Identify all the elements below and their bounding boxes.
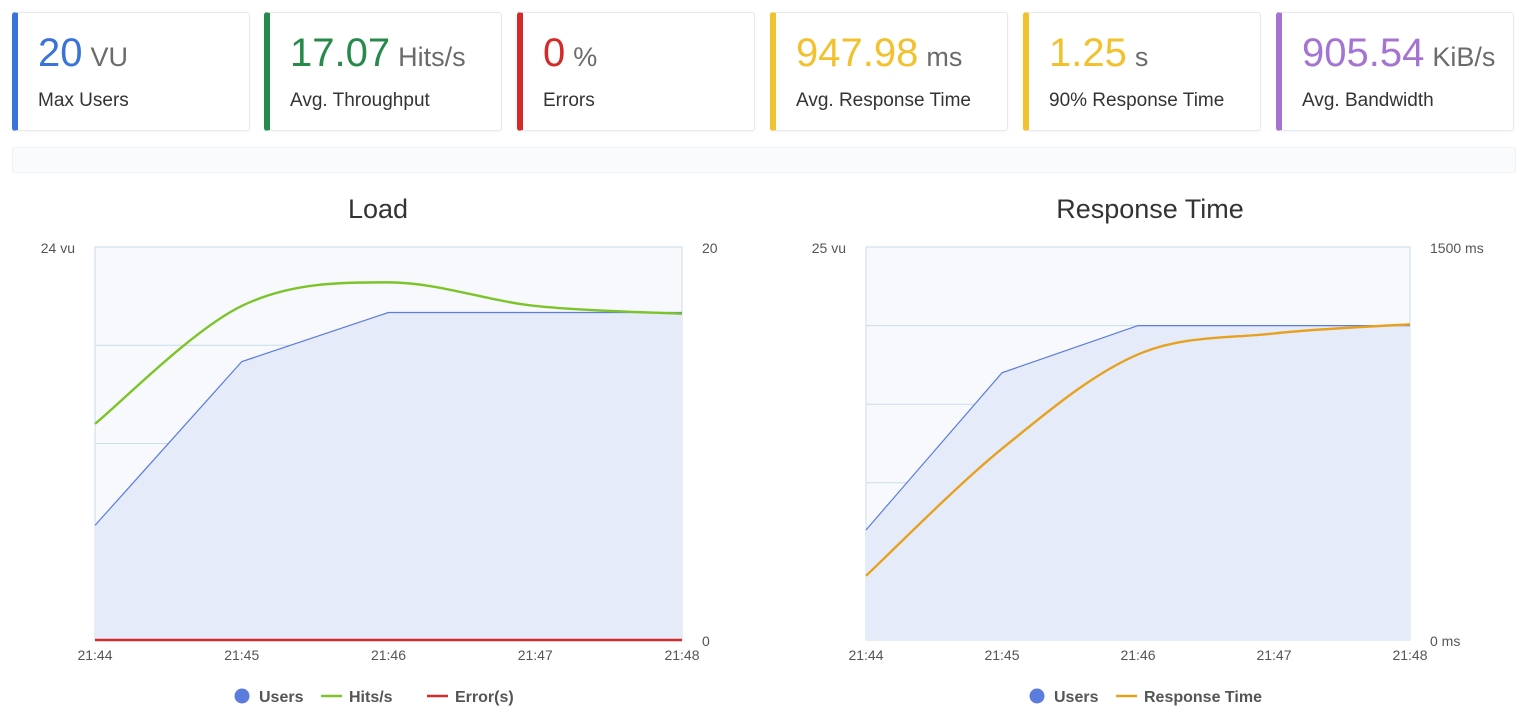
card-value: 17.07 [290, 31, 391, 75]
x-tick-label: 21:44 [77, 647, 112, 663]
card-value: 0 [543, 31, 566, 75]
card-value-row: 0% [543, 31, 597, 75]
series-line-hits-s [94, 281, 683, 425]
card-value: 905.54 [1302, 31, 1425, 75]
y-right-bottom-label: 0 [702, 633, 710, 649]
card-value: 947.98 [796, 31, 919, 75]
card-unit: s [1134, 42, 1149, 72]
load-chart: Load 24 vu 20 0 21:44 21:45 21:46 21:47 21:48 Use… [0, 182, 765, 726]
x-tick-label: 21:46 [1120, 647, 1155, 663]
card-value-row: 17.07 Hits/s [290, 31, 466, 75]
load-chart-svg: Load 24 vu 20 0 21:44 21:45 21:46 21:47 21:48 Use… [41, 194, 718, 706]
legend-label: Users [1054, 689, 1099, 706]
info-strip [12, 147, 1516, 173]
x-tick-label: 21:46 [371, 647, 406, 663]
card-value: 1.25 [1049, 31, 1127, 75]
card-avg-throughput: 17.07 Hits/s Avg. Throughput [264, 12, 502, 131]
y-left-top-label: 24 vu [41, 240, 75, 256]
card-unit: % [573, 42, 598, 72]
y-right-top-label: 1500 ms [1430, 240, 1484, 256]
legend-label: Users [259, 689, 304, 706]
summary-cards: 20 VU Max Users 17.07 Hits/s Avg. Throughp… [12, 12, 1516, 133]
card-unit: Hits/s [398, 42, 466, 72]
card-value-row: 905.54 KiB/s [1302, 31, 1495, 75]
card-label: Avg. Response Time [796, 90, 971, 111]
card-label: Errors [543, 90, 595, 111]
chart-title: Response Time [1056, 194, 1244, 224]
card-label: Avg. Throughput [290, 90, 430, 111]
series-line-users [94, 311, 682, 526]
series-area-users [866, 325, 1410, 640]
card-value-row: 1.25 s [1049, 31, 1148, 75]
response-time-chart-svg: Response Time 25 vu 1500 ms 0 ms 21:44 21:45 2… [812, 194, 1484, 706]
response-time-chart: Response Time 25 vu 1500 ms 0 ms 21:44 21:45 2… [765, 182, 1530, 726]
legend-label: Hits/s [349, 689, 393, 706]
x-tick-label: 21:47 [518, 647, 553, 663]
card-label: Avg. Bandwidth [1302, 90, 1434, 111]
series-area-users [95, 312, 682, 640]
x-tick-label: 21:45 [224, 647, 259, 663]
legend-marker [1029, 688, 1045, 704]
series-line-users [865, 325, 1410, 531]
legend-marker [234, 688, 250, 704]
x-tick-label: 21:45 [984, 647, 1019, 663]
card-max-users: 20 VU Max Users [12, 12, 250, 131]
x-tick-label: 21:47 [1256, 647, 1291, 663]
card-avg-bandwidth: 905.54 KiB/s Avg. Bandwidth [1276, 12, 1514, 131]
y-right-top-label: 20 [702, 240, 718, 256]
card-90-response-time: 1.25 s 90% Response Time [1023, 12, 1261, 131]
card-label: 90% Response Time [1049, 90, 1225, 111]
legend-label: Response Time [1144, 689, 1262, 706]
card-value: 20 [38, 31, 83, 75]
card-unit: KiB/s [1432, 42, 1496, 72]
series-line-response-time [865, 323, 1411, 577]
y-right-bottom-label: 0 ms [1430, 633, 1460, 649]
x-tick-label: 21:48 [1392, 647, 1427, 663]
card-errors: 0% Errors [517, 12, 755, 131]
card-value-row: 20 VU [38, 31, 128, 75]
card-label: Max Users [38, 90, 129, 111]
x-tick-label: 21:48 [664, 647, 699, 663]
y-left-top-label: 25 vu [812, 240, 846, 256]
card-unit: ms [926, 42, 963, 72]
chart-title: Load [348, 194, 408, 224]
card-value-row: 947.98 ms [796, 31, 962, 75]
x-tick-label: 21:44 [848, 647, 883, 663]
legend-label: Error(s) [455, 689, 514, 706]
card-unit: VU [90, 42, 129, 72]
card-avg-response-time: 947.98 ms Avg. Response Time [770, 12, 1008, 131]
